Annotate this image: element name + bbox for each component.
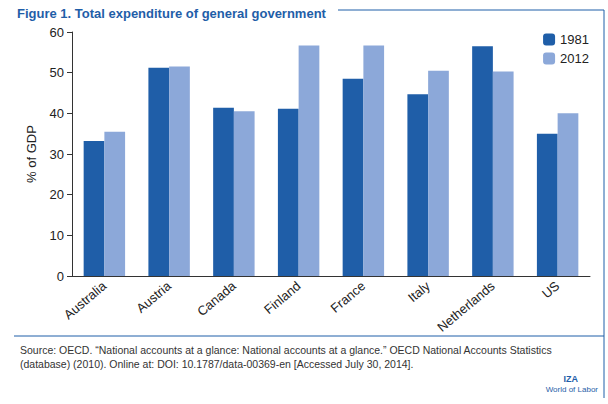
- svg-text:2012: 2012: [560, 51, 589, 66]
- svg-text:Netherlands: Netherlands: [434, 278, 498, 335]
- svg-text:20: 20: [50, 187, 64, 202]
- svg-text:World of Labor: World of Labor: [546, 385, 599, 394]
- svg-text:(database) (2010). Online at:: (database) (2010). Online at: DOI: 10.17…: [20, 358, 413, 370]
- svg-text:Austria: Austria: [133, 278, 174, 316]
- svg-text:France: France: [328, 278, 369, 316]
- svg-text:0: 0: [57, 269, 64, 284]
- svg-text:50: 50: [50, 65, 64, 80]
- svg-text:60: 60: [50, 25, 64, 40]
- svg-text:Source: OECD. “National accoun: Source: OECD. “National accounts at a gl…: [20, 344, 555, 356]
- svg-text:% of GDP: % of GDP: [24, 125, 39, 183]
- svg-text:10: 10: [50, 228, 64, 243]
- svg-text:40: 40: [50, 106, 64, 121]
- svg-text:Canada: Canada: [194, 278, 239, 319]
- svg-text:IZA: IZA: [564, 374, 579, 384]
- svg-text:Figure 1. Total expenditure of: Figure 1. Total expenditure of general g…: [17, 6, 327, 21]
- svg-text:Australia: Australia: [61, 278, 110, 323]
- svg-text:US: US: [539, 278, 563, 301]
- svg-text:Finland: Finland: [261, 278, 303, 317]
- svg-text:30: 30: [50, 147, 64, 162]
- svg-text:Italy: Italy: [405, 278, 433, 305]
- svg-text:1981: 1981: [560, 32, 589, 47]
